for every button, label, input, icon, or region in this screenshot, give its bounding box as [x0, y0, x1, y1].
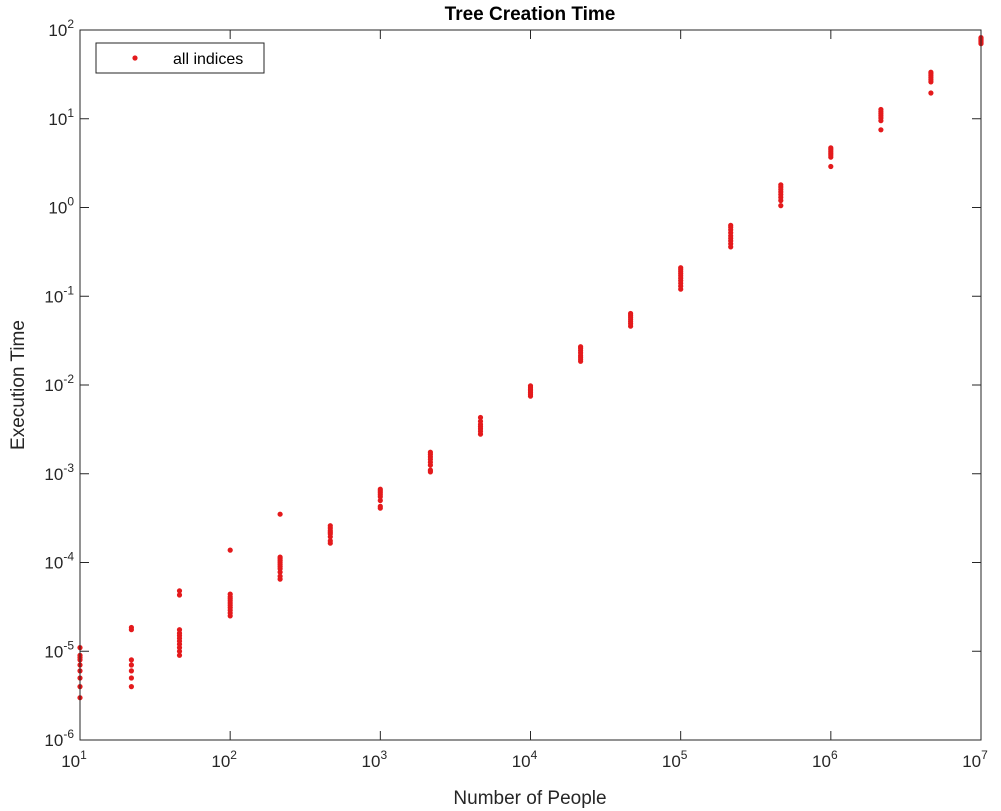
y-tick-exponent: 0: [67, 195, 74, 209]
data-point: [378, 504, 383, 509]
data-point: [129, 662, 134, 667]
data-point: [828, 164, 833, 169]
y-axis-label: Execution Time: [8, 320, 29, 450]
x-tick-exponent: 4: [531, 748, 538, 762]
y-tick-base: 10: [44, 642, 63, 661]
y-tick-exponent: -6: [63, 727, 74, 741]
data-point: [428, 450, 433, 455]
data-point: [428, 468, 433, 473]
data-point: [928, 90, 933, 95]
y-tick-exponent: -5: [63, 638, 74, 652]
data-point: [578, 344, 583, 349]
y-tick-exponent: -3: [63, 461, 74, 475]
y-tick-base: 10: [44, 554, 63, 573]
y-tick-exponent: 1: [67, 106, 74, 120]
x-tick-base: 10: [362, 752, 381, 771]
data-point: [928, 70, 933, 75]
x-tick-base: 10: [812, 752, 831, 771]
y-tick-exponent: -4: [63, 550, 74, 564]
data-point: [129, 657, 134, 662]
x-tick-exponent: 6: [831, 748, 838, 762]
x-tick-exponent: 5: [681, 748, 688, 762]
y-tick-base: 10: [48, 199, 67, 218]
x-tick-exponent: 7: [981, 748, 988, 762]
data-point: [728, 223, 733, 228]
data-point: [129, 675, 134, 680]
data-point: [778, 182, 783, 187]
data-point: [129, 625, 134, 630]
data-point: [478, 415, 483, 420]
data-point: [228, 548, 233, 553]
data-point: [228, 592, 233, 597]
data-point: [278, 512, 283, 517]
x-tick-base: 10: [662, 752, 681, 771]
legend-label: all indices: [173, 51, 243, 68]
y-tick-exponent: 2: [67, 17, 74, 31]
data-point: [628, 311, 633, 316]
data-point: [828, 145, 833, 150]
y-tick-base: 10: [44, 465, 63, 484]
y-tick-base: 10: [44, 731, 63, 750]
x-tick-base: 10: [512, 752, 531, 771]
y-tick-base: 10: [44, 376, 63, 395]
data-point: [678, 265, 683, 270]
x-tick-base: 10: [211, 752, 230, 771]
legend-marker: [132, 55, 137, 60]
data-point: [177, 588, 182, 593]
y-tick-base: 10: [48, 21, 67, 40]
data-point: [177, 627, 182, 632]
data-point: [528, 383, 533, 388]
legend: all indices: [96, 43, 264, 73]
y-tick-exponent: -1: [63, 283, 74, 297]
x-tick-base: 10: [962, 752, 981, 771]
x-tick-exponent: 3: [380, 748, 387, 762]
x-tick-exponent: 1: [80, 748, 87, 762]
data-point: [878, 127, 883, 132]
data-point: [129, 668, 134, 673]
chart-title: Tree Creation Time: [445, 4, 616, 25]
data-point: [378, 487, 383, 492]
x-tick-base: 10: [61, 752, 80, 771]
data-point: [878, 107, 883, 112]
x-axis-label: Number of People: [453, 788, 606, 809]
x-tick-exponent: 2: [230, 748, 237, 762]
y-tick-base: 10: [44, 287, 63, 306]
y-tick-base: 10: [48, 110, 67, 129]
data-point: [129, 684, 134, 689]
data-point: [278, 555, 283, 560]
data-point: [328, 523, 333, 528]
data-point: [778, 203, 783, 208]
y-tick-exponent: -2: [63, 372, 74, 386]
